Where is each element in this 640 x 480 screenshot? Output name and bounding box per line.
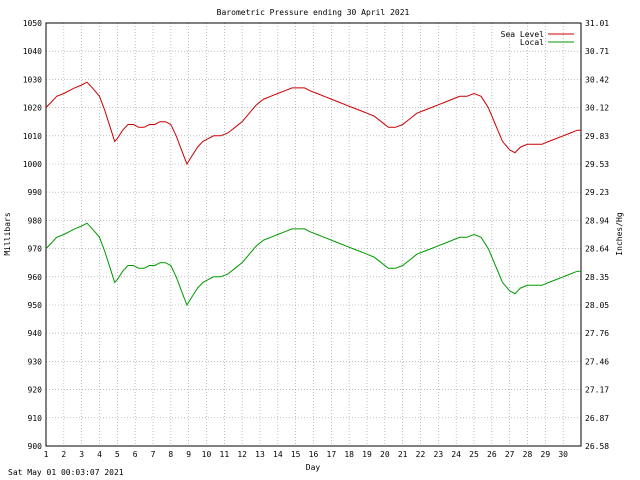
- y-tick-label: 1040: [23, 47, 42, 56]
- legend-label: Sea Level: [501, 30, 545, 39]
- x-tick-label: 16: [309, 450, 319, 459]
- y2-axis-label: Inches/Hg: [615, 212, 624, 256]
- chart-title: Barometric Pressure ending 30 April 2021: [217, 8, 410, 17]
- grid: [46, 23, 581, 446]
- y-tick-label: 990: [28, 188, 43, 197]
- x-tick-label: 17: [327, 450, 337, 459]
- y2-tick-label: 27.46: [585, 357, 609, 366]
- x-axis-ticks: 1 2 3 4 5 6 7 8 9 10 11 12 13 14 15 16 17 18 19 20 21 22 23 24 2…: [44, 450, 569, 459]
- plot-frame: [45, 22, 582, 447]
- y-tick-label: 1020: [23, 104, 42, 113]
- y2-tick-label: 26.87: [585, 414, 609, 423]
- timestamp-footer: Sat May 01 00:03:07 2021: [8, 468, 124, 477]
- y2-tick-label: 28.35: [585, 273, 609, 282]
- y2-tick-label: 29.53: [585, 160, 609, 169]
- x-tick-label: 22: [416, 450, 426, 459]
- x-tick-label: 21: [398, 450, 408, 459]
- x-tick-label: 26: [487, 450, 497, 459]
- x-tick-label: 13: [255, 450, 265, 459]
- y-axis-ticks: 900 910 920 930 940 950 960 970 980 990 1000 1010 10…: [23, 19, 42, 451]
- y2-tick-label: 28.64: [585, 245, 609, 254]
- legend-label: Local: [520, 38, 544, 47]
- x-tick-label: 20: [380, 450, 390, 459]
- series-lines: [45, 81, 581, 307]
- x-tick-label: 11: [220, 450, 230, 459]
- y2-tick-label: 31.01: [585, 19, 609, 28]
- y-tick-label: 980: [28, 216, 43, 225]
- x-tick-label: 25: [469, 450, 479, 459]
- x-tick-label: 12: [237, 450, 247, 459]
- y2-tick-label: 29.83: [585, 132, 609, 141]
- y2-tick-label: 28.94: [585, 216, 609, 225]
- x-tick-label: 18: [344, 450, 354, 459]
- x-tick-label: 8: [168, 450, 173, 459]
- y2-tick-label: 27.76: [585, 329, 609, 338]
- y2-axis-ticks: 26.58 26.87 27.17 27.46 27.76 28.05 28.35 28.64…: [585, 19, 609, 451]
- y-tick-label: 950: [28, 301, 43, 310]
- x-tick-label: 30: [558, 450, 568, 459]
- series-line-sea-level: [45, 81, 581, 166]
- y2-tick-label: 27.17: [585, 386, 609, 395]
- y-axis-label: Millibars: [3, 212, 12, 256]
- x-tick-label: 5: [115, 450, 120, 459]
- x-axis-label: Day: [306, 463, 321, 472]
- y-tick-label: 1030: [23, 75, 42, 84]
- y-tick-label: 920: [28, 386, 43, 395]
- y-tick-label: 940: [28, 329, 43, 338]
- y-tick-label: 930: [28, 357, 43, 366]
- x-tick-label: 28: [523, 450, 533, 459]
- y-tick-label: 1000: [23, 160, 42, 169]
- y-tick-label: 910: [28, 414, 43, 423]
- y2-tick-label: 26.58: [585, 442, 609, 451]
- x-tick-label: 4: [97, 450, 102, 459]
- x-tick-label: 3: [79, 450, 84, 459]
- x-tick-label: 7: [151, 450, 156, 459]
- y-tick-label: 960: [28, 273, 43, 282]
- y2-tick-label: 28.05: [585, 301, 609, 310]
- y-tick-label: 900: [28, 442, 43, 451]
- x-tick-label: 27: [505, 450, 515, 459]
- y2-tick-label: 30.12: [585, 104, 609, 113]
- x-tick-label: 23: [434, 450, 444, 459]
- x-tick-label: 29: [541, 450, 551, 459]
- x-tick-label: 6: [133, 450, 138, 459]
- y-tick-label: 970: [28, 245, 43, 254]
- x-tick-label: 15: [291, 450, 301, 459]
- x-tick-label: 1: [44, 450, 49, 459]
- y-tick-label: 1050: [23, 19, 42, 28]
- y2-tick-label: 30.42: [585, 75, 609, 84]
- y2-tick-label: 29.23: [585, 188, 609, 197]
- x-tick-label: 24: [451, 450, 461, 459]
- x-tick-label: 19: [362, 450, 372, 459]
- x-tick-label: 9: [186, 450, 191, 459]
- y-tick-label: 1010: [23, 132, 42, 141]
- x-tick-label: 2: [61, 450, 66, 459]
- y2-tick-label: 30.71: [585, 47, 609, 56]
- series-line-local: [45, 222, 581, 307]
- x-tick-label: 10: [202, 450, 212, 459]
- x-tick-label: 14: [273, 450, 283, 459]
